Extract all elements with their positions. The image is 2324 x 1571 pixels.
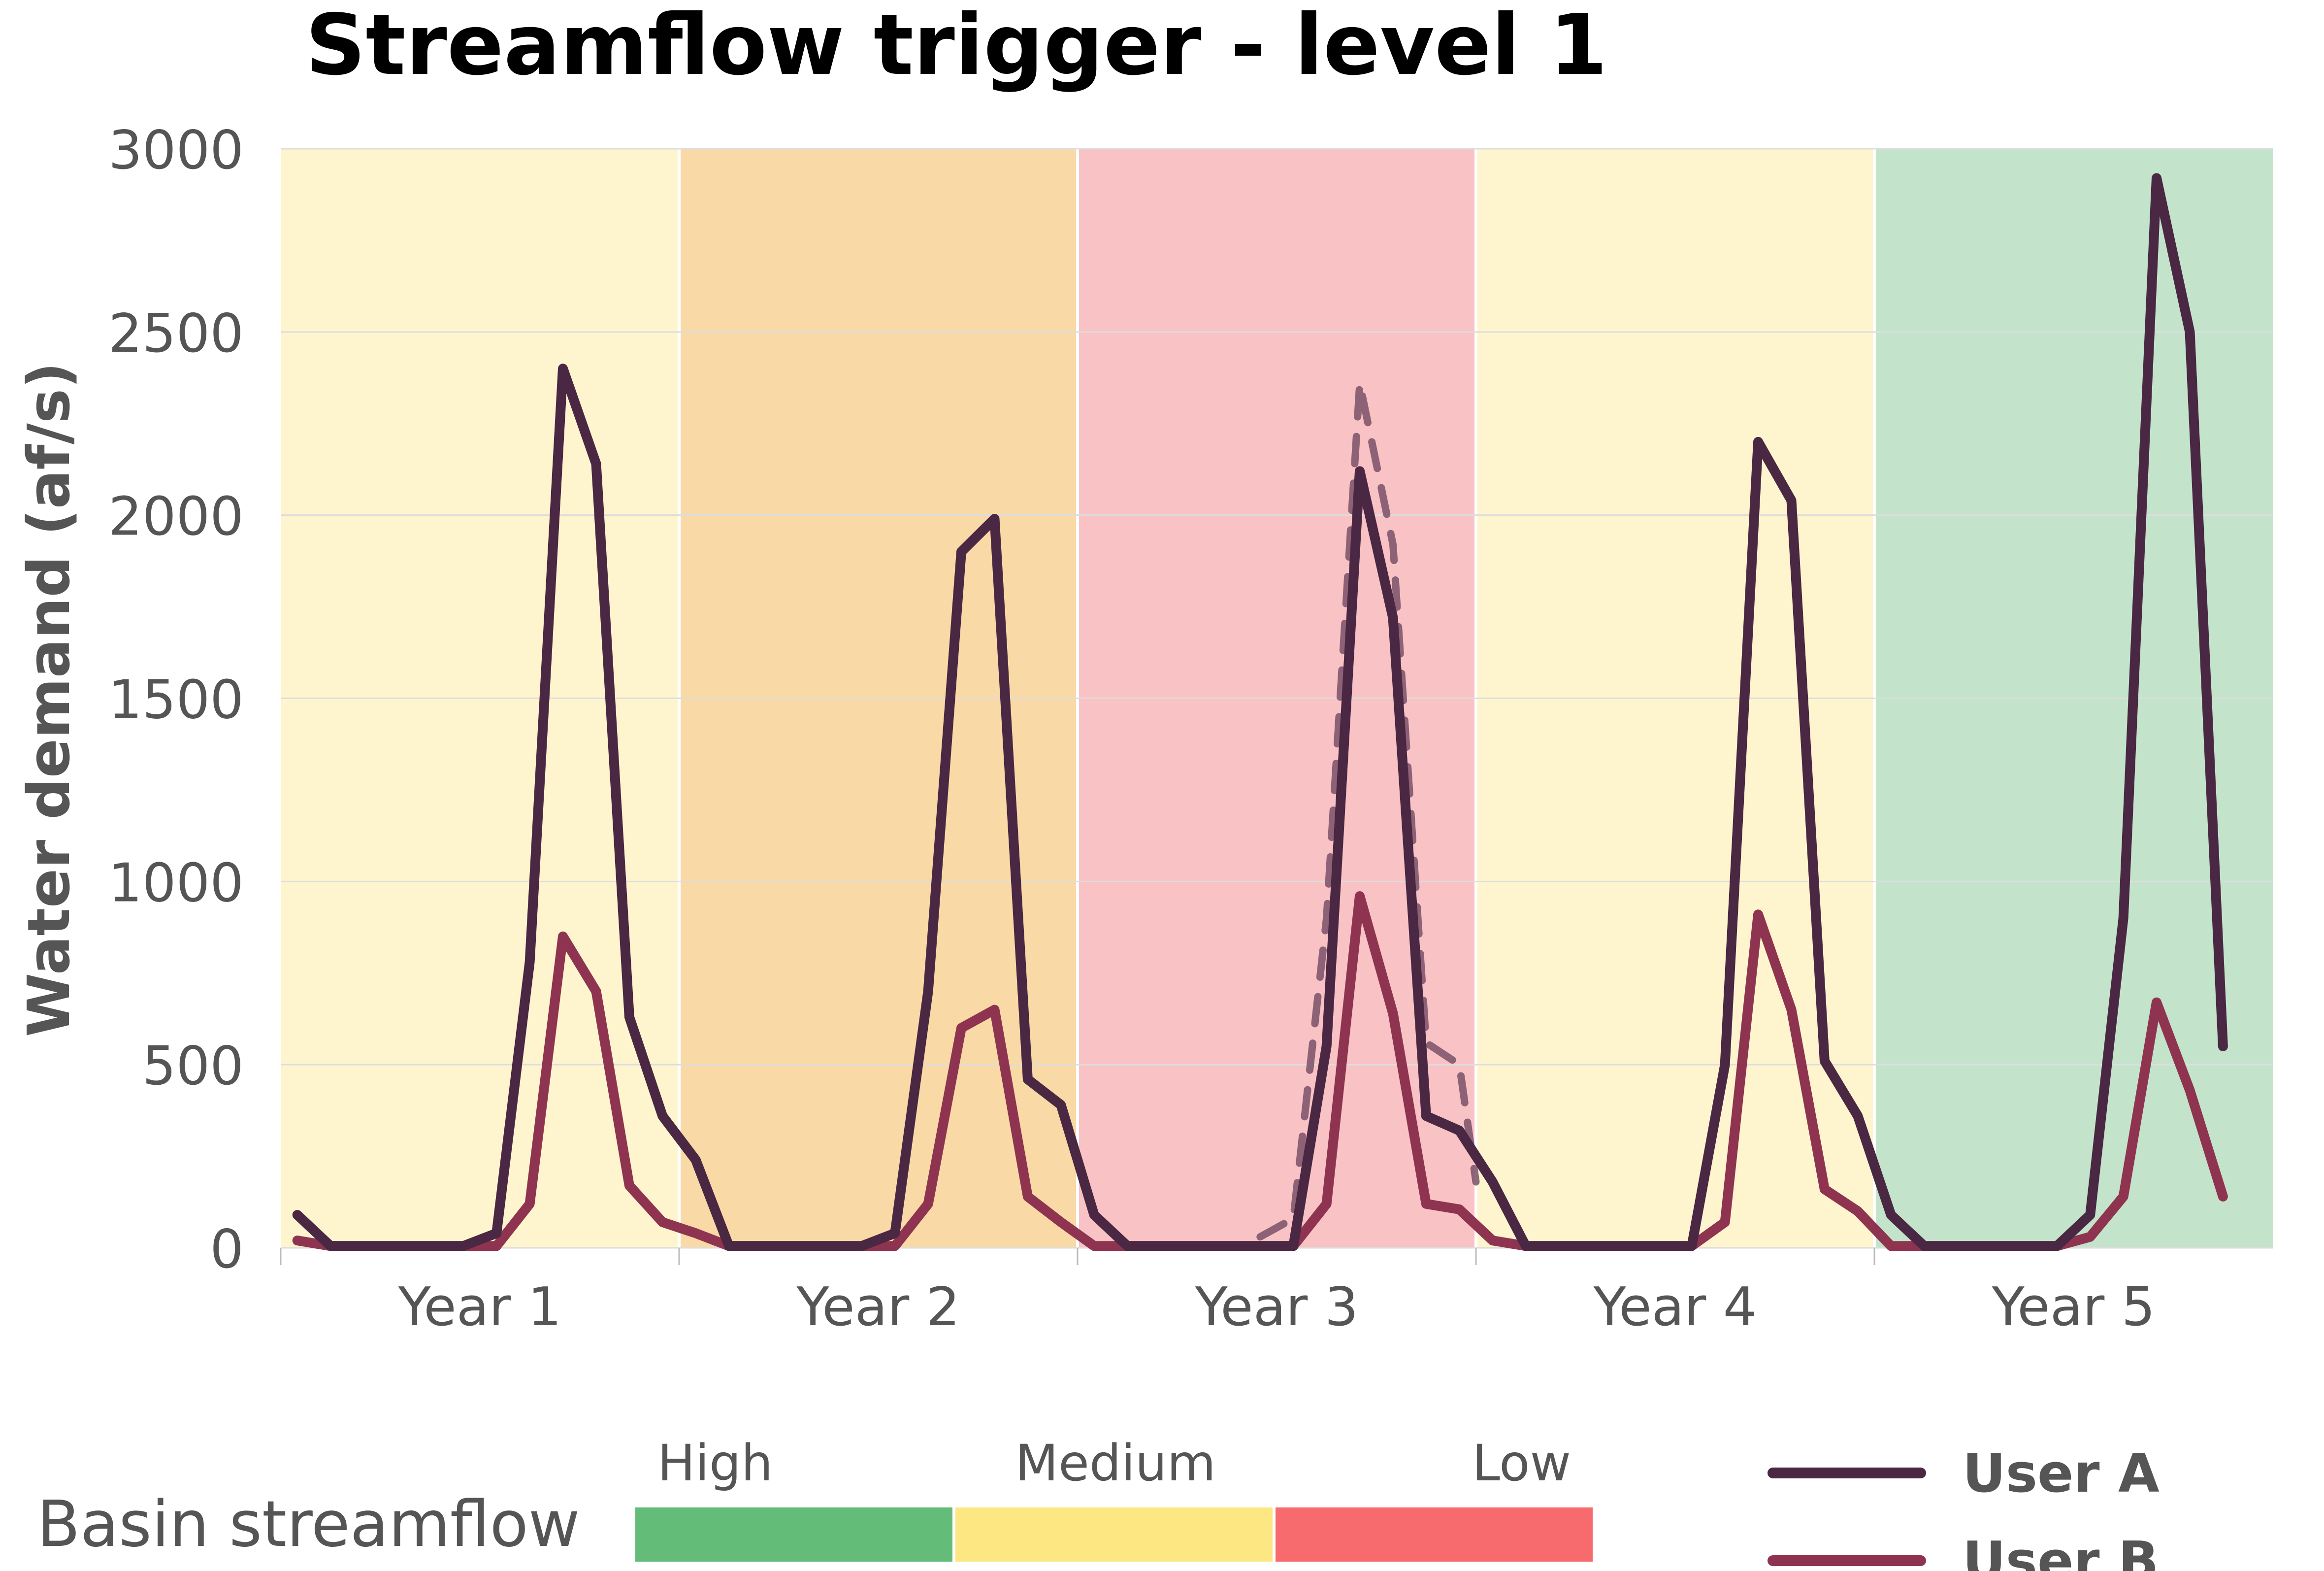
y-axis-ticks: 0 500 1000 1500 2000 2500 3000: [108, 120, 244, 1280]
x-tick-label: Year 1: [398, 1276, 562, 1338]
chart-title: Streamflow trigger - level 1: [305, 0, 1607, 94]
streamflow-label-low: Low: [1472, 1434, 1571, 1493]
x-tick-label: Year 2: [796, 1276, 960, 1338]
y-tick-label: 3000: [108, 120, 244, 181]
series-line-baseline-dashed: [1256, 379, 1480, 1241]
streamflow-swatch-low: [1276, 1507, 1593, 1562]
y-tick-label: 2500: [108, 303, 244, 365]
x-tick-label: Year 5: [1992, 1276, 2156, 1338]
streamflow-legend-title: Basin streamflow: [37, 1488, 580, 1561]
streamflow-swatch-high: [635, 1507, 952, 1562]
y-tick-label: 2000: [108, 486, 244, 548]
y-tick-label: 1000: [108, 852, 244, 914]
y-axis-label: Water demand (af/s): [15, 362, 83, 1037]
series-lines: [292, 173, 2228, 1251]
x-tick-label: Year 3: [1195, 1276, 1359, 1338]
x-axis-ticks: Year 1 Year 2 Year 3 Year 4 Year 5: [280, 1248, 2156, 1338]
streamflow-label-high: High: [657, 1434, 773, 1493]
y-tick-label: 1500: [108, 669, 244, 731]
legend-label-user-a: User A: [1963, 1443, 2160, 1504]
streamflow-swatch-medium: [955, 1507, 1273, 1562]
streamflow-legend: Basin streamflow High Medium Low: [37, 1434, 1593, 1562]
streamflow-label-medium: Medium: [1015, 1434, 1216, 1493]
y-tick-label: 0: [210, 1219, 244, 1280]
series-legend: User A User B: [1768, 1443, 2160, 1571]
y-tick-label: 500: [142, 1036, 244, 1097]
x-tick-label: Year 4: [1593, 1276, 1757, 1338]
legend-label-user-b: User B: [1963, 1531, 2159, 1571]
series-line-user-a: [292, 173, 2228, 1251]
